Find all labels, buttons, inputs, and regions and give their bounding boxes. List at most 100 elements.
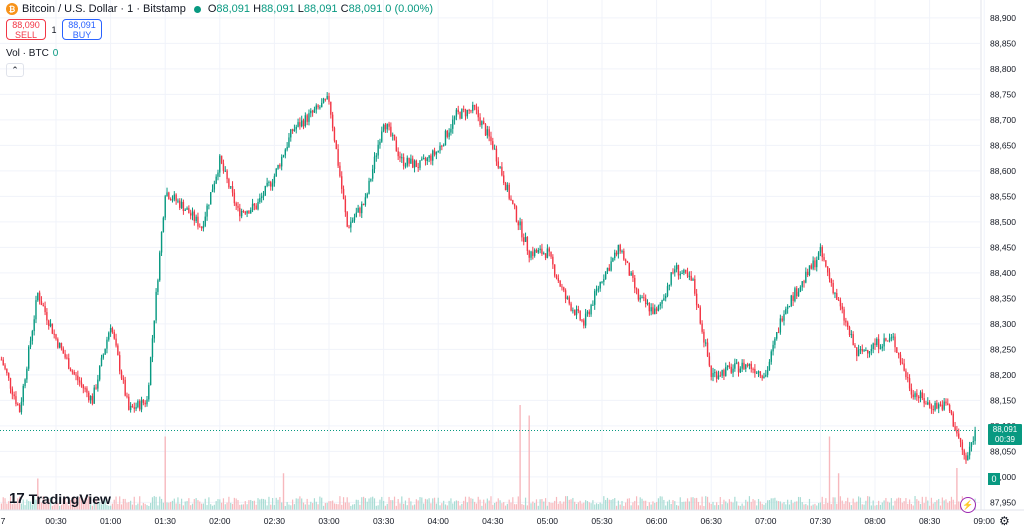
candle-body [492,141,494,149]
volume-bar [801,502,803,510]
candle-body [455,109,458,117]
candle-body [55,334,57,340]
volume-bar [504,505,507,510]
volume-bar [887,501,889,510]
candle-body [907,377,909,379]
volume-bar [541,499,543,510]
volume-bar [459,505,461,510]
volume-bar [501,503,503,510]
volume-bar [905,498,907,510]
volume-bar [812,504,814,510]
candle-body [40,301,43,306]
candle-body [834,293,836,295]
volume-label: Vol · BTC [6,48,49,59]
volume-bar [162,502,164,510]
volume-bar [741,503,743,510]
candle-body [337,149,339,166]
time-axis[interactable]: 7 00:30 01:00 01:30 02:00 02:30 03:00 03:30 04:0… [1,516,995,526]
volume-bar [475,503,478,510]
candle-body [146,399,148,405]
price-tick-label: 88,250 [990,344,1016,354]
collapse-legend-button[interactable]: ⌃ [6,63,24,77]
volume-bar [914,496,916,510]
candle-body [124,379,126,396]
candle-body [974,430,976,442]
candle-body [200,226,203,229]
volume-bar [656,502,658,510]
volume-bar [666,501,669,510]
candle-body [279,164,281,167]
candle-body [927,402,929,405]
candle-body [934,402,936,411]
sell-button[interactable]: 88,090 SELL [6,19,46,40]
volume-bar [635,496,638,510]
volume-bar [148,505,150,510]
gear-icon[interactable]: ⚙ [999,514,1010,528]
time-tick-label: 7 [1,516,6,526]
candle-body [126,395,128,397]
candle-body [344,199,347,213]
candle-body [794,288,796,301]
volume-bar [182,505,184,510]
candle-body [290,129,292,138]
volume-spike [956,468,958,510]
buy-button[interactable]: 88,091 BUY [62,19,102,40]
candle-body [943,401,945,410]
volume-bar [943,500,945,510]
volume-bar [781,503,783,510]
candle-body [78,380,81,383]
volume-bar [583,502,585,510]
candle-body [710,365,712,377]
tradingview-logo[interactable]: 17 TradingView [9,490,111,507]
volume-bar [825,498,827,510]
time-tick-label: 03:00 [318,516,340,526]
candle-body [98,366,101,380]
volume-bar [565,496,567,510]
volume-bar [29,501,32,510]
candle-body [131,405,134,408]
volume-bar [361,497,363,510]
volume-bar [563,501,565,510]
volume-bar [239,504,241,510]
volume-bar [443,500,445,510]
candle-body [321,102,323,108]
candle-body [175,194,177,201]
candle-body [448,132,450,137]
volume-bar [312,503,314,510]
volume-bar [737,505,740,510]
symbol-title[interactable]: Bitcoin / U.S. Dollar · 1 · Bitstamp [22,3,186,15]
volume-bar [757,498,760,510]
time-tick-label: 02:30 [264,516,286,526]
candle-body [490,136,492,142]
volume-bar [111,503,114,510]
candle-body [246,210,248,214]
volume-bar [444,504,447,510]
volume-bar [372,496,374,510]
price-tick-label: 88,900 [990,13,1016,23]
candle-body [923,398,925,404]
volume-bar [923,503,925,510]
volume-bar [665,505,667,510]
candle-body [650,307,652,312]
candle-body [783,314,785,321]
candle-body [306,115,308,122]
lightning-icon[interactable]: ⚡ [960,497,976,513]
market-open-icon [193,5,201,13]
volume-bar [672,500,674,510]
volume-bar [625,502,627,510]
volume-bar [550,502,552,510]
volume-bar [13,503,15,510]
candle-body [91,396,94,404]
volume-bar [561,503,563,510]
volume-legend[interactable]: Vol · BTC 0 [6,48,58,59]
candle-body [186,208,188,210]
volume-bar [17,498,19,510]
candle-body [857,349,860,357]
volume-bar [779,501,781,510]
candle-body [22,385,24,402]
candle-body [603,279,605,282]
volume-bar [328,501,330,510]
volume-bar [441,503,443,510]
volume-bar [139,496,141,510]
